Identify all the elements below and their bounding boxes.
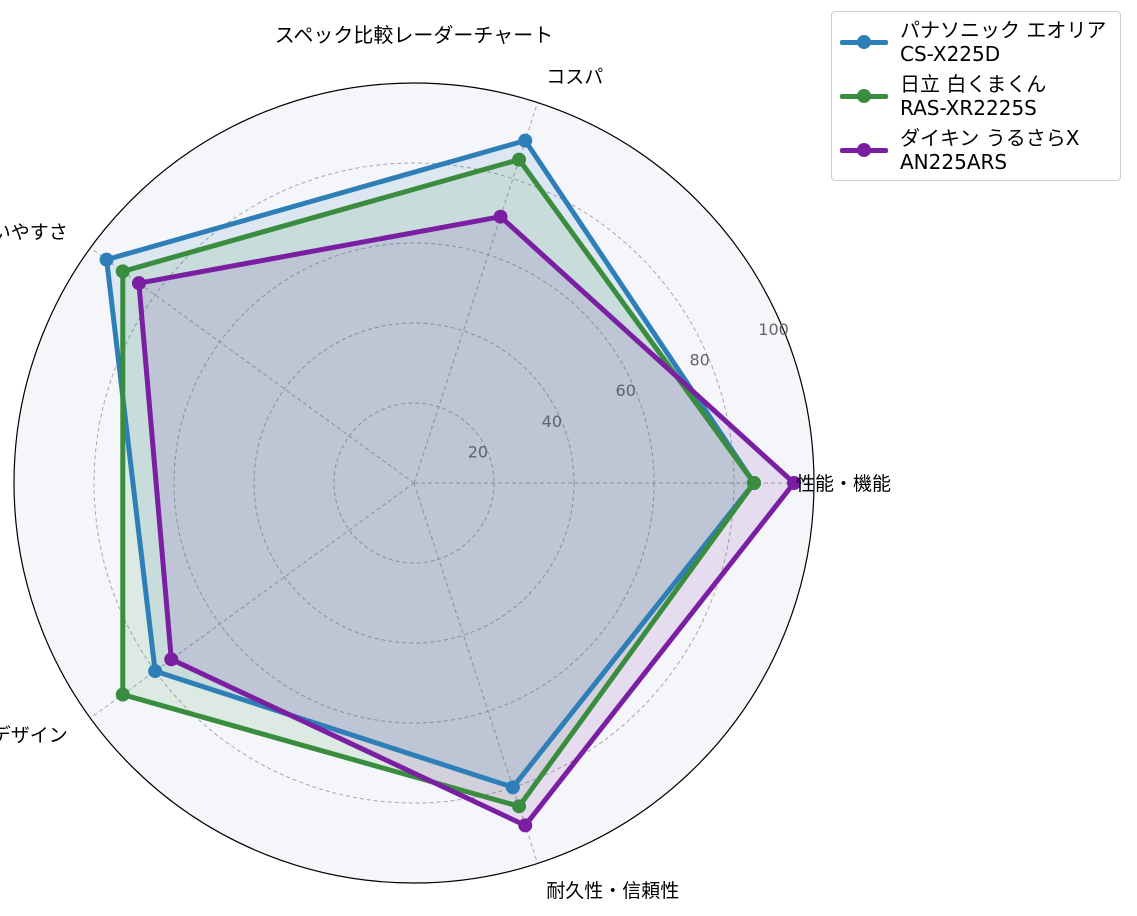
r-tick-label: 20	[468, 442, 488, 461]
chart-title: スペック比較レーダーチャート	[275, 23, 553, 47]
series-line	[104, 138, 757, 790]
legend-item: パナソニック エオリア CS-X225D	[840, 18, 1120, 70]
legend-swatch	[840, 85, 888, 107]
series-fill	[122, 159, 755, 807]
category-label: コスパ	[546, 66, 603, 88]
grid-ring	[253, 322, 575, 644]
category-label: 耐久性・信頼性	[546, 880, 679, 902]
legend-swatch	[840, 31, 888, 53]
outer-frame	[13, 82, 815, 884]
series-line	[136, 214, 797, 828]
category-label: 性能・機能	[796, 473, 891, 495]
data-point	[99, 252, 114, 267]
data-point	[493, 209, 508, 224]
r-tick-label: 40	[542, 412, 562, 431]
data-point	[115, 687, 130, 702]
legend-item: 日立 白くまくん RAS-XR2225S	[840, 72, 1120, 124]
r-tick-label: 60	[616, 381, 636, 400]
data-point	[518, 133, 533, 148]
data-point	[164, 652, 179, 667]
legend-label: 日立 白くまくん RAS-XR2225S	[900, 72, 1047, 120]
data-point	[787, 476, 801, 490]
grid-spoke	[90, 482, 415, 719]
data-point	[518, 818, 533, 833]
data-point	[505, 780, 520, 795]
grid-spoke	[413, 102, 539, 484]
category-label: デザイン	[0, 725, 68, 747]
legend: パナソニック エオリア CS-X225D 日立 白くまくん RAS-XR2225S…	[831, 11, 1121, 181]
data-point	[512, 799, 527, 814]
grid-spoke	[413, 482, 539, 864]
series-fill	[138, 216, 794, 826]
grid-spoke	[90, 247, 415, 484]
data-point	[512, 152, 527, 167]
data-point	[131, 276, 146, 291]
category-label: 使いやすさ	[0, 221, 68, 243]
radar-series	[99, 133, 801, 833]
r-tick-label: 100	[758, 320, 789, 339]
data-point	[148, 664, 163, 679]
grid-ring	[93, 162, 735, 804]
legend-label: パナソニック エオリア CS-X225D	[900, 18, 1107, 66]
data-point	[747, 476, 761, 490]
legend-label: ダイキン うるさらX AN225ARS	[900, 126, 1080, 174]
legend-item: ダイキン うるさらX AN225ARS	[840, 126, 1120, 178]
radar-grid: 20 40 60 80 100	[13, 82, 815, 884]
series-line	[120, 157, 757, 809]
r-tick-label: 80	[689, 351, 709, 370]
radar-labels: 性能・機能 コスパ使いやすさデザイン耐久性・信頼性	[0, 66, 891, 902]
legend-swatch	[840, 139, 888, 161]
data-point	[115, 264, 130, 279]
